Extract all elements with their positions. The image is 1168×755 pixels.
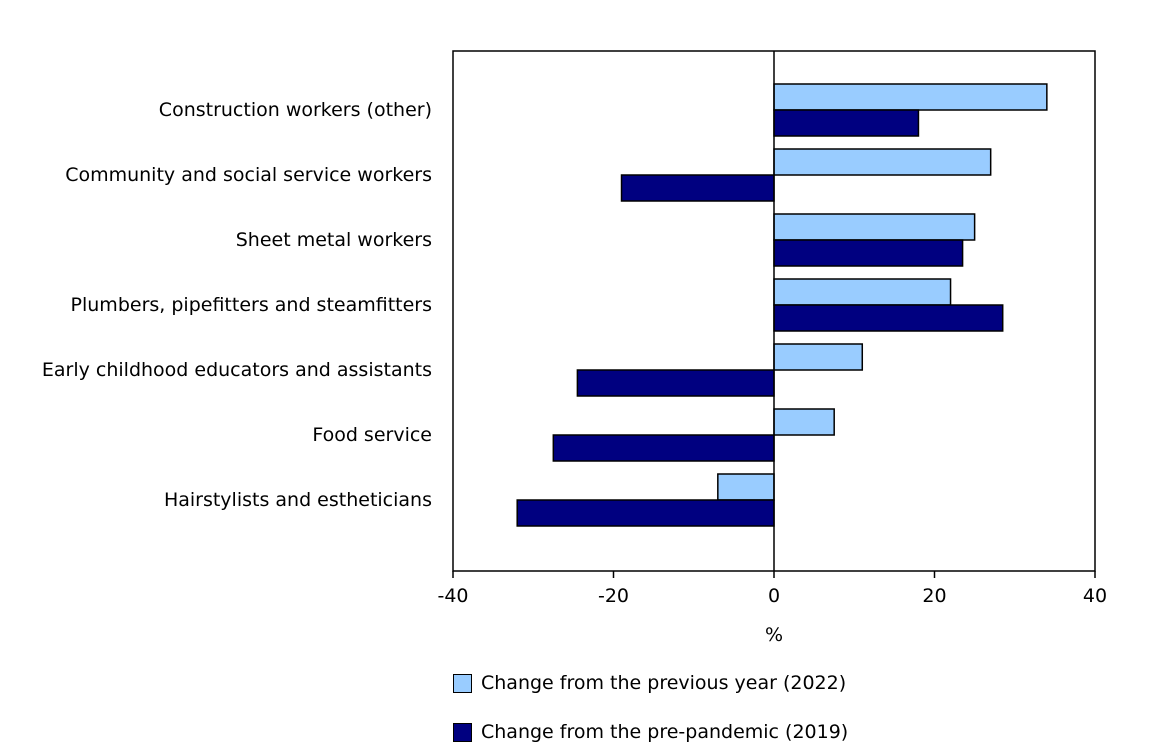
category-label: Plumbers, pipefitters and steamfitters [71,294,432,316]
legend-swatch-pre-pandemic [453,722,472,742]
bar-food-service-series-2 [552,434,775,462]
legend-label-previous-year: Change from the previous year (2022) [481,672,847,694]
legend-item-previous-year: Change from the previous year (2022) [453,672,846,694]
x-axis-ticks: -40 -20 0 20 40 [437,571,1107,607]
category-label: Sheet metal workers [236,229,432,251]
category-label: Community and social service workers [65,164,432,186]
bar-sheet-metal-workers-series-1 [773,213,976,241]
category-labels: Construction workers (other) Community an… [42,99,432,511]
x-tick-label: 40 [1083,585,1107,607]
legend-item-pre-pandemic: Change from the pre-pandemic (2019) [453,721,848,743]
x-tick-label: -40 [437,585,468,607]
bar-hairstylists-and-estheticians-series-2 [516,499,775,527]
bar-community-and-social-service-workers-series-2 [620,174,775,202]
category-label: Food service [312,424,432,446]
bar-sheet-metal-workers-series-2 [773,239,964,267]
x-tick-label: 20 [922,585,946,607]
bars-group [516,83,1048,527]
bar-chart: -40 -20 0 20 40 Construction workers (other)… [42,50,1107,646]
x-tick-label: -20 [598,585,629,607]
legend-label-pre-pandemic: Change from the pre-pandemic (2019) [481,721,849,743]
bar-early-childhood-educators-and-assistants-series-1 [773,343,864,371]
bar-plumbers-pipefitters-and-steamfitters-series-1 [773,278,952,306]
bar-construction-workers-other-series-2 [773,109,920,137]
category-label: Construction workers (other) [159,99,432,121]
bar-hairstylists-and-estheticians-series-1 [717,473,775,501]
category-label: Hairstylists and estheticians [164,489,432,511]
bar-food-service-series-1 [773,408,835,436]
bar-early-childhood-educators-and-assistants-series-2 [576,369,775,397]
legend-swatch-previous-year [453,673,472,693]
x-tick-label: 0 [768,585,780,607]
bar-plumbers-pipefitters-and-steamfitters-series-2 [773,304,1004,332]
bar-community-and-social-service-workers-series-1 [773,148,992,176]
category-label: Early childhood educators and assistants [42,359,432,381]
x-axis-label: % [765,624,783,646]
bar-construction-workers-other-series-1 [773,83,1048,111]
